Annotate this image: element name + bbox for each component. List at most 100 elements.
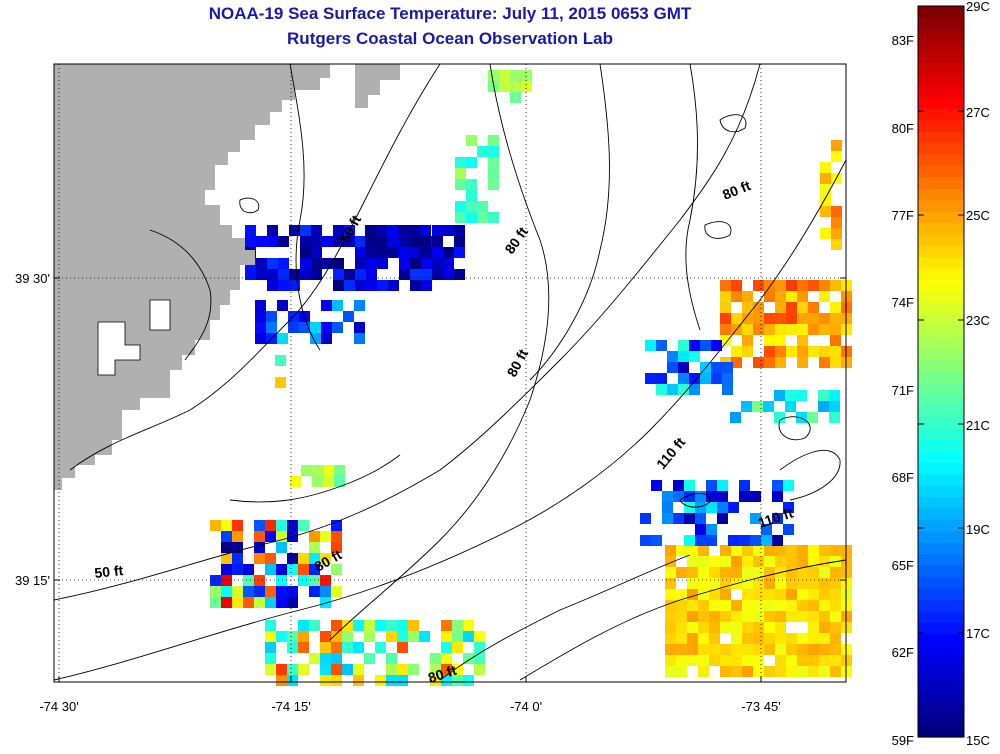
sst-pixel [667, 351, 678, 362]
depth-label: 80 ft [504, 346, 532, 379]
sst-pixel [764, 556, 775, 567]
colorbar-band [918, 508, 964, 521]
sst-pixel [343, 311, 354, 322]
sst-pixel [344, 269, 355, 280]
colorbar-band [918, 268, 964, 281]
sst-pixel [210, 597, 221, 608]
sst-pixel [265, 664, 276, 675]
sst-pixel [311, 258, 322, 269]
sst-pixel [287, 631, 298, 642]
sst-pixel [775, 291, 786, 302]
bathymetry-contours [53, 63, 847, 681]
sst-pixel [753, 302, 764, 313]
colorbar-band [918, 325, 964, 338]
colorbar-band [918, 565, 964, 578]
sst-pixel [753, 567, 764, 578]
sst-pixel [267, 236, 278, 247]
sst-pixel [265, 564, 276, 575]
colorbar-fahrenheit-label: 74F [892, 295, 914, 310]
sst-pixel [676, 655, 687, 666]
sst-pixel [731, 567, 742, 578]
sst-pixel [711, 362, 722, 373]
sst-pixel [386, 675, 397, 686]
sst-pixel [354, 322, 365, 333]
sst-pixel [775, 545, 786, 556]
sst-pixel [441, 642, 452, 653]
sst-pixel [731, 313, 742, 324]
sst-pixel [717, 491, 728, 502]
sst-pixel [299, 322, 310, 333]
colorbar-band [918, 714, 964, 727]
sst-pixel [786, 313, 797, 324]
colorbar-celsius-label: 27C [966, 105, 990, 120]
sst-pixel [687, 644, 698, 655]
sst-pixel [430, 664, 441, 675]
sst-pixel [454, 225, 465, 236]
sst-pixel [320, 575, 331, 586]
sst-pixel [399, 269, 410, 280]
sst-pixel [808, 644, 819, 655]
sst-pixel [775, 280, 786, 291]
colorbar-band [918, 497, 964, 510]
sst-pixel [287, 520, 298, 531]
sst-pixel [797, 589, 808, 600]
sst-pixel [665, 545, 676, 556]
colorbar-ticks [918, 5, 964, 738]
sst-pixel [488, 135, 499, 146]
sst-pixel [808, 302, 819, 313]
sst-pixel [753, 666, 764, 677]
sst-pixel [333, 236, 344, 247]
colorbar-band [918, 645, 964, 658]
sst-pixel [742, 556, 753, 567]
sst-pixel [742, 545, 753, 556]
sst-pixel [797, 567, 808, 578]
sst-pixel [266, 322, 277, 333]
sst-pixel [808, 622, 819, 633]
sst-pixel [254, 597, 265, 608]
sst-pixel [819, 666, 830, 677]
sst-pixel [676, 644, 687, 655]
sst-pixel [455, 212, 466, 223]
sst-pixel [333, 225, 344, 236]
colorbar-band [918, 245, 964, 258]
sst-pixel [775, 611, 786, 622]
sst-pixel [797, 655, 808, 666]
sst-pixel [298, 631, 309, 642]
sst-pixel [797, 357, 808, 368]
sst-pixel [388, 280, 399, 291]
sst-pixel [687, 633, 698, 644]
sst-pixel [775, 302, 786, 313]
lat-tick-label: 39 30' [15, 271, 50, 286]
sst-pixel [256, 269, 267, 280]
depth-label: 80 ft [501, 224, 531, 257]
sst-pixel [698, 666, 709, 677]
sst-pixel [488, 179, 499, 190]
sst-pixel [775, 666, 786, 677]
sst-pixel [320, 597, 331, 608]
sst-pixel [819, 633, 830, 644]
sst-pixel [797, 666, 808, 677]
sst-pixel [452, 675, 463, 686]
sst-pixel [430, 675, 441, 686]
sst-pixel [276, 542, 287, 553]
sst-pixel [278, 258, 289, 269]
sst-pixel [687, 622, 698, 633]
sst-pixel [731, 545, 742, 556]
sst-pixel [830, 346, 841, 357]
sst-pixel [819, 324, 830, 335]
sst-pixel [797, 600, 808, 611]
sst-pixel [742, 291, 753, 302]
sst-pixel [466, 201, 477, 212]
sst-pixel [722, 384, 733, 395]
sst-pixel [488, 157, 499, 168]
sst-pixel [477, 146, 488, 157]
sst-pixel [689, 351, 700, 362]
sst-pixel [689, 373, 700, 384]
sst-pixel [276, 531, 287, 542]
sst-pixel [287, 553, 298, 564]
sst-pixel [364, 631, 375, 642]
sst-pixel [709, 567, 720, 578]
sst-pixel [321, 300, 332, 311]
sst-pixel [312, 476, 323, 487]
sst-pixel [410, 258, 421, 269]
